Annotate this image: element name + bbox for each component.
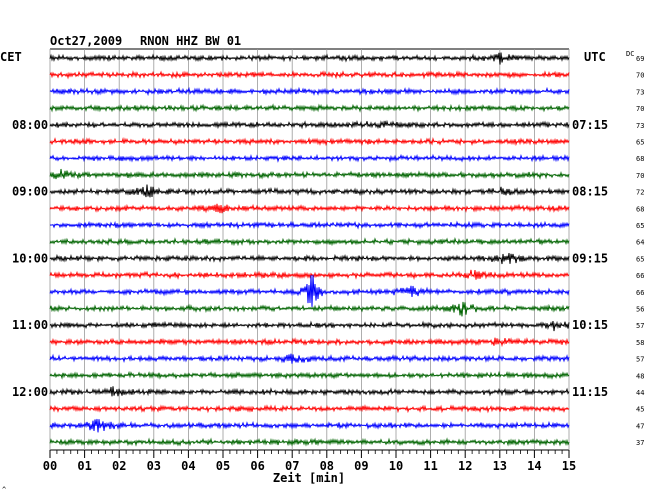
left-hour-label: 12:00 bbox=[12, 385, 48, 399]
right-hour-label: 07:15 bbox=[572, 118, 608, 132]
x-tick-label: 09 bbox=[354, 459, 368, 473]
right-hour-label: 08:15 bbox=[572, 185, 608, 199]
x-axis-label: Zeit [min] bbox=[273, 471, 345, 485]
seismogram-trace bbox=[49, 418, 570, 433]
dc-value: 57 bbox=[636, 322, 644, 330]
x-tick-label: 08 bbox=[320, 459, 334, 473]
left-hour-label: 11:00 bbox=[12, 318, 48, 332]
seismogram-trace bbox=[49, 370, 570, 380]
hour-label-group: 08:00 09:00 10:00 11:00 12:00 07:15 08:15 09:15… bbox=[12, 118, 608, 399]
seismogram-trace bbox=[49, 203, 570, 214]
dc-value: 48 bbox=[636, 372, 644, 380]
seismogram-trace bbox=[49, 103, 570, 113]
seismogram-trace bbox=[49, 168, 570, 180]
dc-value: 66 bbox=[636, 289, 644, 297]
dc-value: 70 bbox=[636, 72, 644, 80]
right-hour-label: 09:15 bbox=[572, 251, 608, 265]
seismogram-trace bbox=[49, 437, 570, 447]
dc-value: 58 bbox=[636, 339, 644, 347]
corner-mark: ^ bbox=[2, 486, 6, 494]
seismogram-trace bbox=[49, 301, 570, 317]
x-tick-label: 11 bbox=[423, 459, 437, 473]
seismogram-trace bbox=[49, 70, 570, 80]
dc-header-label: DC bbox=[626, 50, 634, 58]
x-tick-label: 03 bbox=[147, 459, 161, 473]
dc-value: 66 bbox=[636, 272, 644, 280]
x-tick-label: 01 bbox=[77, 459, 91, 473]
x-axis-ticks: 00 01 02 03 04 05 06 07 08 09 10 11 12 13 14 15 bbox=[43, 450, 576, 473]
x-tick-label: 14 bbox=[527, 459, 541, 473]
dc-value: 65 bbox=[636, 139, 644, 147]
x-tick-label: 06 bbox=[250, 459, 264, 473]
x-tick-label: 05 bbox=[216, 459, 230, 473]
x-tick-label: 10 bbox=[389, 459, 403, 473]
seismogram-trace bbox=[49, 337, 570, 348]
seismogram-trace bbox=[49, 136, 570, 147]
dc-value-group: 69 70 73 70 73 65 68 70 72 68 65 64 65 66 66 56 57 58 57 48… bbox=[636, 55, 644, 447]
dc-value: 72 bbox=[636, 189, 644, 197]
x-tick-label: 02 bbox=[112, 459, 126, 473]
seismogram-trace bbox=[49, 253, 570, 265]
dc-value: 68 bbox=[636, 155, 644, 163]
seismogram-trace bbox=[49, 386, 570, 397]
dc-value: 68 bbox=[636, 205, 644, 213]
dc-value: 44 bbox=[636, 389, 644, 397]
seismogram-trace bbox=[49, 320, 570, 332]
seismogram-trace bbox=[49, 86, 570, 97]
seismogram-trace bbox=[49, 220, 570, 230]
seismogram-trace bbox=[49, 274, 570, 307]
seismogram-trace bbox=[49, 153, 570, 163]
chart-date: Oct27,2009 bbox=[50, 34, 122, 48]
seismogram-trace bbox=[49, 237, 570, 247]
dc-value: 45 bbox=[636, 406, 644, 414]
seismogram-trace bbox=[49, 184, 570, 198]
x-tick-label: 15 bbox=[562, 459, 576, 473]
dc-value: 70 bbox=[636, 105, 644, 113]
dc-value: 37 bbox=[636, 439, 644, 447]
dc-value: 70 bbox=[636, 172, 644, 180]
x-tick-label: 00 bbox=[43, 459, 57, 473]
dc-value: 64 bbox=[636, 239, 644, 247]
seismogram-trace bbox=[49, 353, 570, 364]
x-tick-label: 07 bbox=[285, 459, 299, 473]
left-hour-label: 08:00 bbox=[12, 118, 48, 132]
x-tick-label: 13 bbox=[493, 459, 507, 473]
dc-value: 73 bbox=[636, 122, 644, 130]
right-hour-label: 11:15 bbox=[572, 385, 608, 399]
dc-value: 47 bbox=[636, 422, 644, 430]
left-hour-label: 10:00 bbox=[12, 251, 48, 265]
dc-value: 57 bbox=[636, 356, 644, 364]
dc-value: 56 bbox=[636, 306, 644, 314]
left-timezone-label: CET bbox=[0, 50, 22, 64]
seismogram-trace bbox=[49, 404, 570, 414]
dc-value: 69 bbox=[636, 55, 644, 63]
x-tick-label: 04 bbox=[181, 459, 195, 473]
vertical-grid bbox=[49, 49, 570, 450]
right-timezone-label: UTC bbox=[584, 50, 606, 64]
dc-value: 73 bbox=[636, 88, 644, 96]
x-tick-label: 12 bbox=[458, 459, 472, 473]
trace-group bbox=[49, 52, 570, 447]
seismogram-trace bbox=[49, 269, 570, 280]
seismogram-trace bbox=[49, 119, 570, 130]
station-label: RNON HHZ BW 01 bbox=[140, 34, 241, 48]
right-hour-label: 10:15 bbox=[572, 318, 608, 332]
seismogram-trace bbox=[49, 52, 570, 65]
dc-value: 65 bbox=[636, 222, 644, 230]
left-hour-label: 09:00 bbox=[12, 185, 48, 199]
dc-value: 65 bbox=[636, 255, 644, 263]
